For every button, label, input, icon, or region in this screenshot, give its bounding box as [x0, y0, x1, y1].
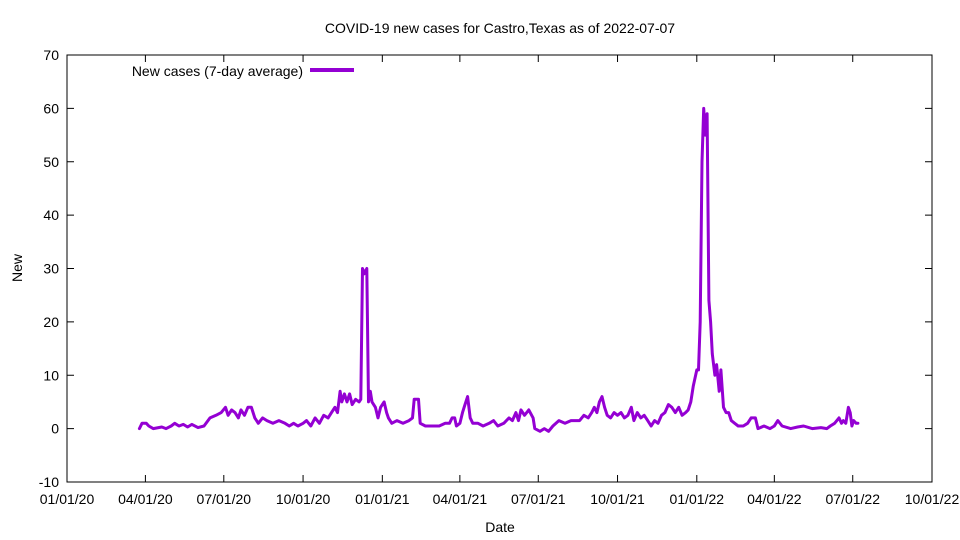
x-tick-label: 04/01/20 [118, 491, 173, 507]
x-axis-label: Date [485, 519, 515, 535]
series-line [137, 106, 860, 433]
legend: New cases (7-day average) [132, 63, 354, 79]
x-tick-label: 01/01/20 [40, 491, 95, 507]
x-tick-label: 04/01/21 [433, 491, 488, 507]
x-tick-label: 04/01/22 [747, 491, 802, 507]
y-tick-label: 60 [43, 100, 59, 116]
x-tick-label: 07/01/20 [197, 491, 252, 507]
y-tick-label: 20 [43, 314, 59, 330]
y-axis-label: New [9, 253, 25, 282]
x-tick-label: 10/01/20 [276, 491, 331, 507]
y-tick-label: -10 [39, 474, 59, 490]
y-axis-ticks: -10 0 10 20 30 40 50 60 70 [39, 47, 932, 490]
series-layer [137, 106, 860, 433]
chart-title: COVID-19 new cases for Castro,Texas as o… [325, 20, 675, 36]
y-tick-label: 30 [43, 261, 59, 277]
y-tick-label: 40 [43, 207, 59, 223]
x-axis-ticks: 01/01/20 04/01/20 07/01/20 10/01/20 01/01/21… [40, 55, 960, 507]
x-tick-label: 01/01/22 [670, 491, 725, 507]
y-tick-label: 0 [51, 421, 59, 437]
x-tick-label: 10/01/22 [905, 491, 960, 507]
x-tick-label: 10/01/21 [590, 491, 645, 507]
y-tick-label: 70 [43, 47, 59, 63]
x-tick-label: 01/01/21 [355, 491, 410, 507]
y-tick-label: 50 [43, 154, 59, 170]
x-tick-label: 07/01/22 [825, 491, 880, 507]
legend-label: New cases (7-day average) [132, 63, 303, 79]
x-tick-label: 07/01/21 [511, 491, 566, 507]
y-tick-label: 10 [43, 367, 59, 383]
plot-border [66, 54, 933, 483]
